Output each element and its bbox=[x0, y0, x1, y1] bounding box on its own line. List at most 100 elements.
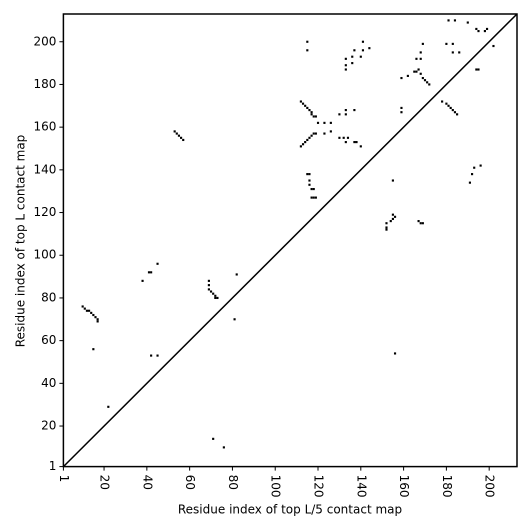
contact-point bbox=[346, 136, 350, 139]
contact-point bbox=[308, 109, 311, 112]
contact-point bbox=[400, 111, 403, 114]
diagonal-line bbox=[62, 13, 518, 468]
contact-point bbox=[338, 113, 341, 116]
contact-point bbox=[214, 296, 217, 300]
contact-point bbox=[391, 217, 394, 221]
x-tick-label: 160 bbox=[397, 475, 411, 498]
contact-point bbox=[156, 354, 159, 357]
contact-point bbox=[207, 279, 210, 282]
contact-point bbox=[150, 271, 153, 274]
plot-frame bbox=[62, 13, 518, 468]
x-axis-label: Residue index of top L/5 contact map bbox=[178, 503, 402, 517]
contact-point bbox=[180, 136, 183, 139]
y-tick-label: 80 bbox=[41, 290, 56, 304]
contact-point bbox=[415, 57, 418, 60]
contact-point bbox=[351, 62, 354, 65]
contact-point bbox=[393, 215, 397, 218]
contact-point bbox=[207, 284, 210, 287]
contact-point bbox=[359, 55, 362, 58]
contact-point bbox=[468, 181, 471, 184]
contact-point bbox=[400, 76, 403, 80]
contact-point bbox=[177, 134, 181, 137]
x-tick-label: 60 bbox=[183, 475, 197, 490]
contact-point bbox=[473, 166, 476, 169]
contact-point bbox=[314, 115, 317, 118]
contact-point bbox=[316, 121, 320, 124]
contact-point bbox=[447, 104, 450, 107]
contact-point bbox=[451, 42, 454, 45]
contact-point bbox=[306, 40, 309, 43]
contact-point bbox=[90, 311, 93, 314]
contact-point bbox=[306, 173, 309, 176]
contact-point bbox=[419, 57, 422, 60]
contact-point bbox=[415, 70, 418, 73]
contact-point bbox=[428, 83, 431, 86]
contact-point bbox=[83, 307, 86, 310]
contact-point bbox=[92, 313, 95, 317]
y-tick-label: 160 bbox=[33, 120, 56, 134]
contact-point bbox=[445, 42, 448, 45]
y-axis-label: Residue index of top L contact map bbox=[14, 135, 28, 348]
contact-point bbox=[400, 106, 403, 110]
contact-point bbox=[423, 79, 427, 82]
contact-point bbox=[212, 437, 215, 440]
contact-point bbox=[150, 354, 153, 357]
contact-point bbox=[417, 220, 420, 223]
contact-point bbox=[417, 68, 420, 71]
contact-point bbox=[368, 47, 371, 50]
contact-point bbox=[107, 405, 110, 408]
contact-point bbox=[329, 130, 332, 133]
contact-point bbox=[421, 76, 424, 80]
contact-point bbox=[342, 136, 345, 139]
contact-point bbox=[182, 138, 185, 142]
contact-point bbox=[306, 138, 309, 142]
contact-point bbox=[344, 64, 347, 67]
contact-point bbox=[306, 49, 309, 52]
contact-point bbox=[233, 318, 236, 321]
contact-point bbox=[477, 30, 480, 33]
contact-point bbox=[209, 290, 213, 293]
contact-point bbox=[310, 134, 313, 137]
x-tick-label: 100 bbox=[269, 475, 283, 498]
contact-point bbox=[175, 132, 178, 135]
contact-point bbox=[81, 305, 84, 308]
y-tick-label: 140 bbox=[33, 162, 56, 176]
contact-point bbox=[92, 348, 95, 351]
contact-point bbox=[344, 68, 347, 71]
x-tick-label: 120 bbox=[312, 475, 326, 498]
contact-point bbox=[441, 100, 444, 103]
y-tick-label: 180 bbox=[33, 77, 56, 91]
contact-point bbox=[323, 132, 326, 135]
x-tick-label: 140 bbox=[354, 475, 368, 498]
contact-point bbox=[426, 81, 429, 84]
contact-point bbox=[385, 226, 388, 229]
contact-point bbox=[216, 296, 219, 300]
contact-point bbox=[235, 273, 238, 276]
contact-point bbox=[88, 309, 91, 312]
contact-point bbox=[85, 309, 89, 312]
contact-point bbox=[483, 30, 486, 33]
contact-point bbox=[310, 187, 313, 191]
contact-point bbox=[361, 40, 365, 43]
y-tick-label: 120 bbox=[33, 205, 56, 219]
contact-point bbox=[466, 21, 469, 24]
contact-point bbox=[147, 271, 151, 274]
contact-point bbox=[445, 102, 448, 105]
contact-point bbox=[353, 49, 356, 52]
contact-point bbox=[94, 316, 97, 319]
contact-point bbox=[308, 173, 311, 176]
contact-point bbox=[173, 130, 176, 133]
contact-point bbox=[419, 222, 422, 225]
contact-point bbox=[299, 100, 302, 103]
x-tick-label: 20 bbox=[98, 475, 112, 490]
contact-point bbox=[421, 222, 424, 225]
contact-point bbox=[421, 42, 424, 45]
contact-point bbox=[344, 109, 347, 112]
contact-point bbox=[338, 136, 341, 139]
contact-point bbox=[329, 121, 332, 124]
contact-point bbox=[353, 109, 356, 112]
contact-point bbox=[361, 49, 365, 52]
contact-point bbox=[299, 145, 302, 148]
contact-point bbox=[453, 19, 457, 22]
